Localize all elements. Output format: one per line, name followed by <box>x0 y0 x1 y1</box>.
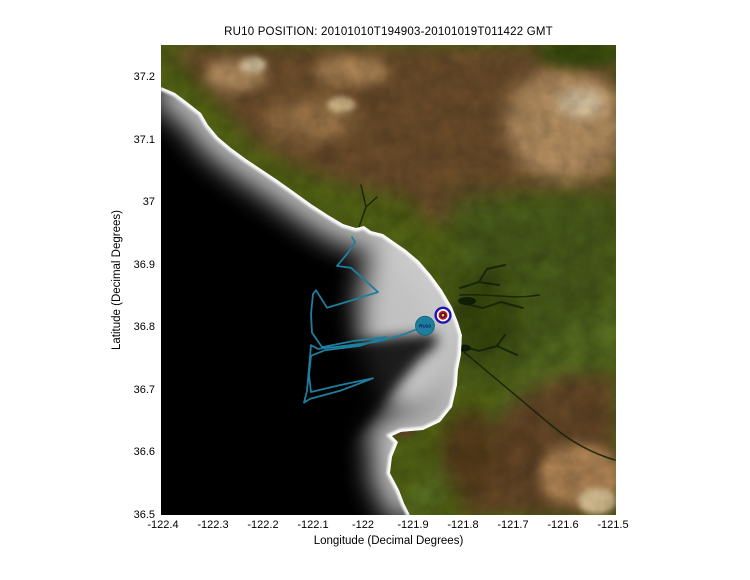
x-tick-label: -121.5 <box>597 519 629 531</box>
glider-label-text: RU10 <box>419 324 431 329</box>
y-tick-label: 37.1 <box>133 133 155 146</box>
terrain-basemap: RU10 <box>161 45 616 515</box>
deep-basin <box>196 280 346 410</box>
y-tick-label: 36.6 <box>133 446 155 459</box>
x-tick-label: -122.4 <box>147 519 179 531</box>
x-tick-label: -122.3 <box>197 519 229 531</box>
y-tick-label: 37 <box>142 196 155 209</box>
y-tick-label: 36.8 <box>133 321 155 334</box>
x-tick-label: -122.1 <box>297 519 329 531</box>
x-tick-label: -122.2 <box>247 519 279 531</box>
x-tick-label: -122 <box>351 519 375 531</box>
y-tick-label: 36.5 <box>133 508 155 521</box>
glider-label-circle <box>415 315 435 336</box>
x-tick-label: -121.7 <box>497 519 529 531</box>
x-tick-label: -121.9 <box>397 519 429 531</box>
map-plot-area: RU10 <box>161 45 616 515</box>
bullseye-center <box>441 313 445 317</box>
current-position-marker <box>434 306 452 324</box>
y-tick-label: 36.9 <box>133 258 155 271</box>
y-tick-label: 37.2 <box>133 71 155 84</box>
plot-title: RU10 POSITION: 20101010T194903-20101019T… <box>224 26 553 38</box>
glider-track <box>303 236 422 404</box>
x-tick-label: -121.6 <box>547 519 579 531</box>
glider-label-marker: RU10 <box>415 315 435 336</box>
x-tick-label: -121.8 <box>447 519 479 531</box>
y-axis-label: Latitude (Decimal Degrees) <box>111 210 123 350</box>
y-tick-label: 36.7 <box>133 383 155 396</box>
x-axis-label: Longitude (Decimal Degrees) <box>313 535 464 547</box>
